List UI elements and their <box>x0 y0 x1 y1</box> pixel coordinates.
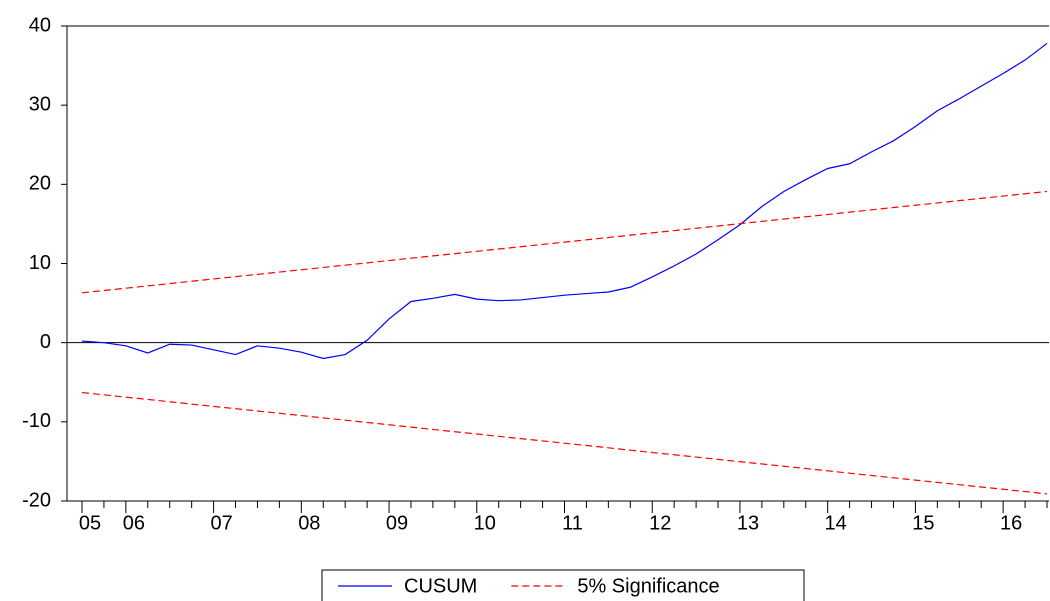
x-tick-label: 15 <box>912 512 934 534</box>
x-tick-label: 16 <box>1000 512 1022 534</box>
x-tick-label: 09 <box>386 512 408 534</box>
series-line <box>81 391 1048 495</box>
x-tick-label: 11 <box>562 512 583 534</box>
legend-label: CUSUM <box>404 575 477 597</box>
x-tick-label: 08 <box>298 512 320 534</box>
x-tick-label: 10 <box>474 512 496 534</box>
y-tick-label: 20 <box>29 173 51 195</box>
x-tick-label: 07 <box>210 512 232 534</box>
x-tick-label: 13 <box>737 512 759 534</box>
y-tick-label: 10 <box>29 252 51 274</box>
x-tick-label: 12 <box>649 512 671 534</box>
series-line <box>81 42 1048 360</box>
x-tick-label: 06 <box>123 512 145 534</box>
legend <box>321 569 805 601</box>
y-tick-label: 30 <box>29 93 51 115</box>
legend-box <box>321 569 805 601</box>
x-tick-label: 05 <box>79 512 101 534</box>
x-tick-label: 14 <box>825 512 847 534</box>
series-line <box>81 190 1048 294</box>
y-tick-label: 40 <box>29 14 51 36</box>
y-tick-label: 0 <box>40 331 51 353</box>
legend-label: 5% Significance <box>577 575 719 597</box>
y-tick-label: -10 <box>22 410 51 432</box>
y-tick-label: -20 <box>22 489 51 511</box>
